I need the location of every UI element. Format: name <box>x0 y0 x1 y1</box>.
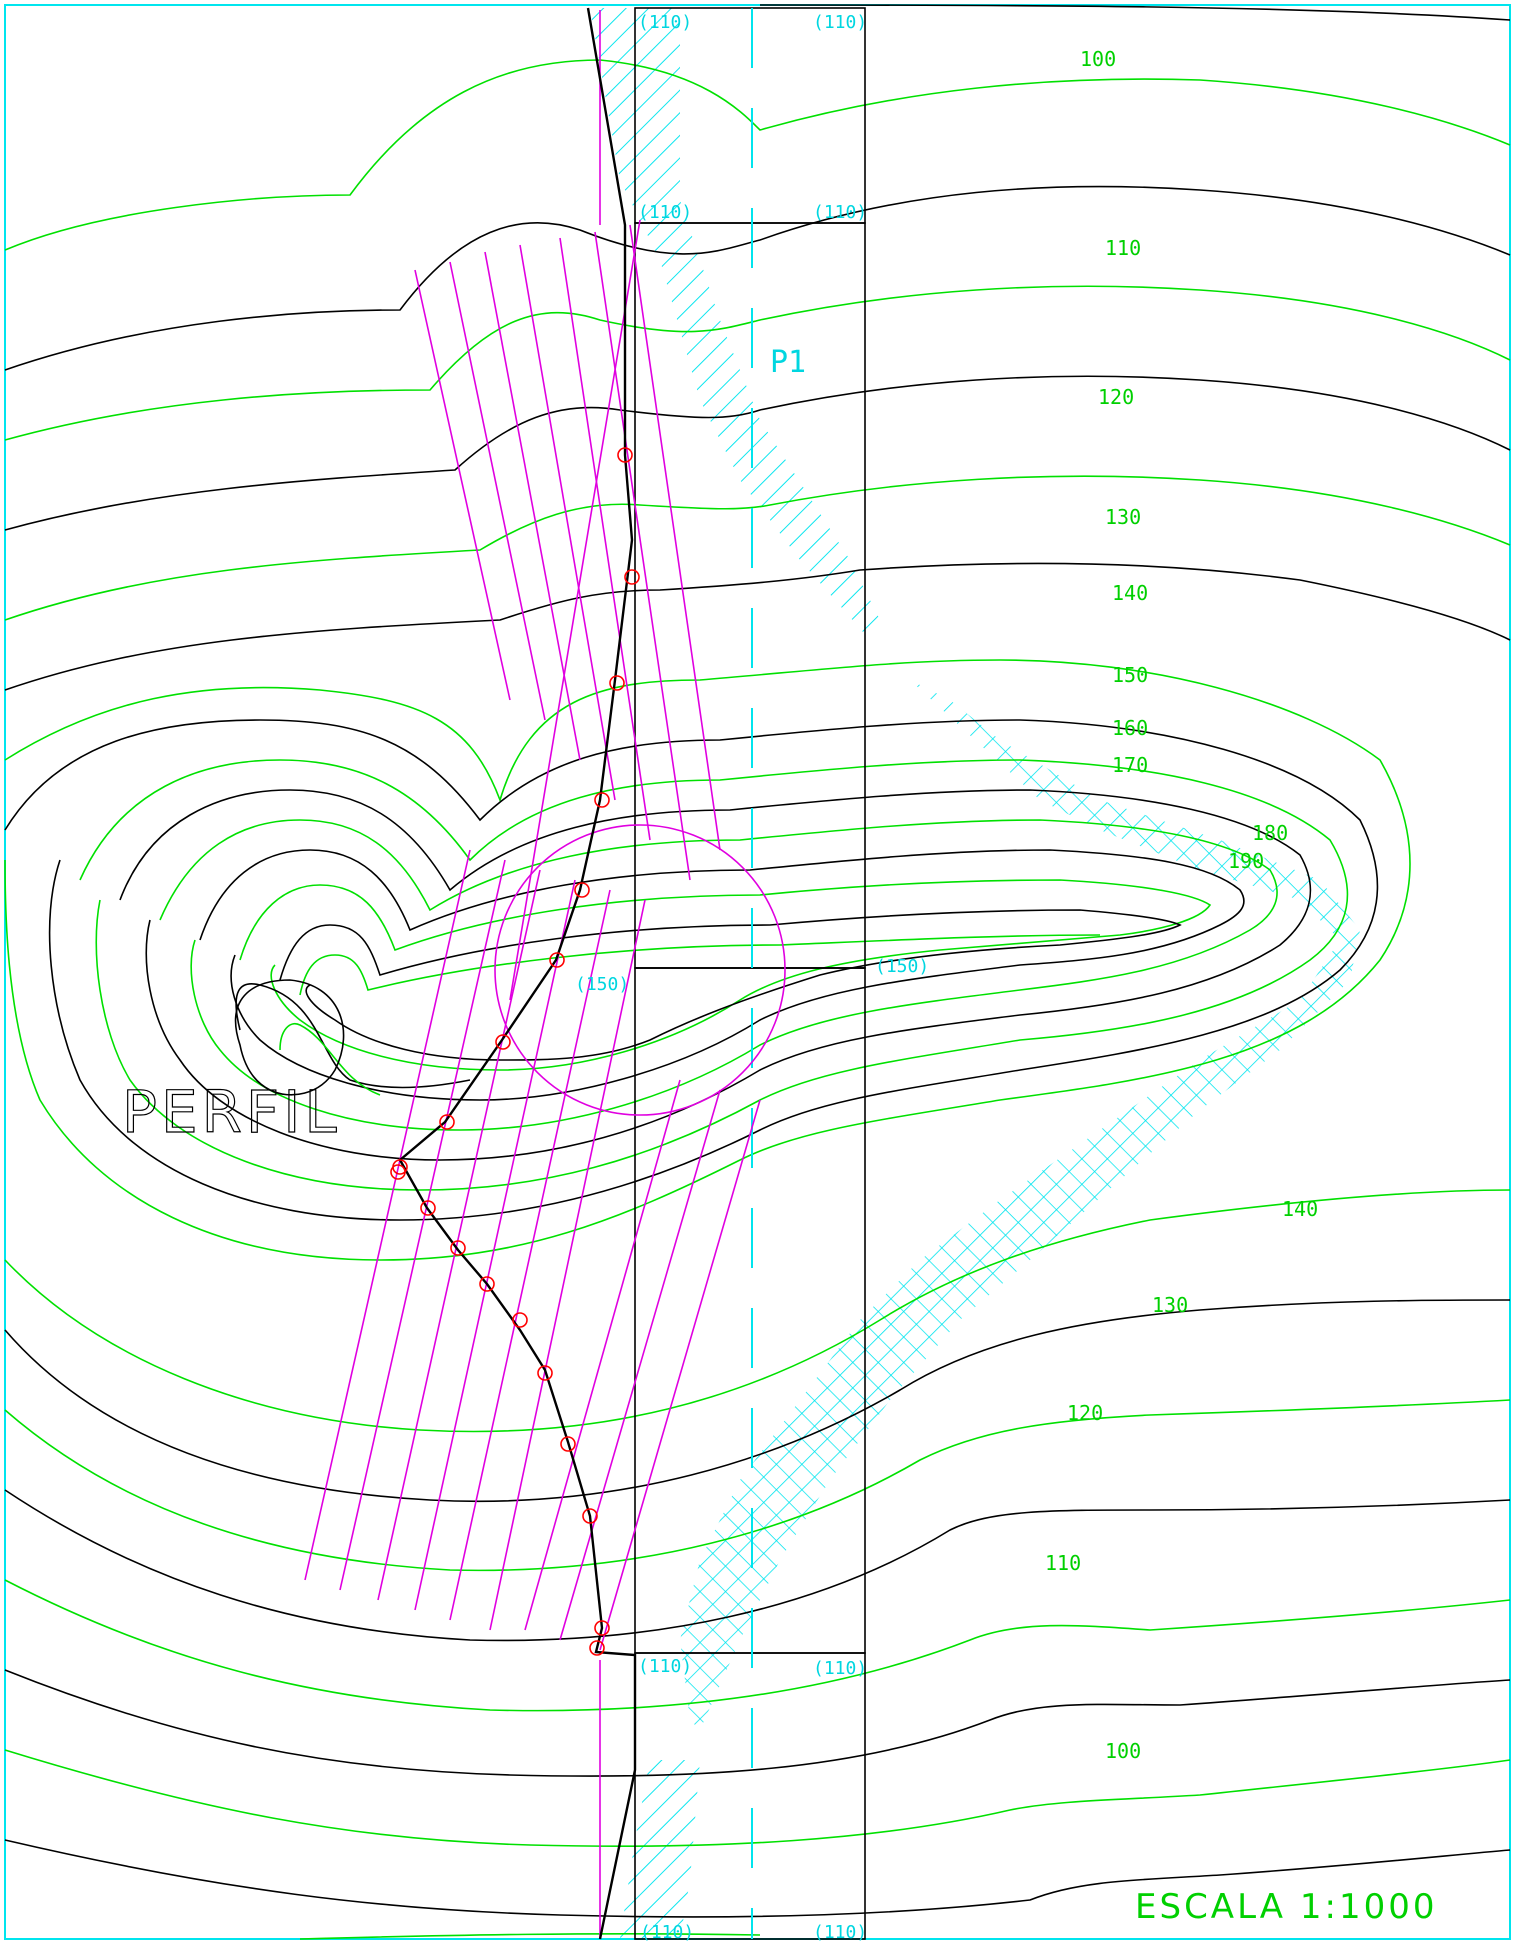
contour-line <box>159 819 1278 1131</box>
contour-lines <box>4 4 1511 1940</box>
perfil-label: PERFIL <box>122 1078 341 1146</box>
contour-line <box>199 849 1245 1101</box>
contour-line <box>235 983 471 1089</box>
contour-line <box>4 1839 1511 1918</box>
road-platforms <box>634 7 866 1940</box>
road-level-label: (110) <box>638 12 692 33</box>
contour-line <box>4 475 1511 621</box>
road-level-label: (110) <box>638 1656 692 1677</box>
contour-label: 150 <box>1112 663 1148 687</box>
cut-hatch-zones <box>590 8 880 1939</box>
road-level-label: (110) <box>813 1658 867 1679</box>
contour-line <box>4 1669 1511 1777</box>
curve-circle <box>494 824 786 1116</box>
contour-line <box>299 934 1101 996</box>
contour-label: 140 <box>1282 1197 1318 1221</box>
road-level-label: (110) <box>813 12 867 33</box>
road-level-label: (110) <box>638 202 692 223</box>
contour-line <box>119 789 1312 1161</box>
contour-line <box>4 1399 1511 1572</box>
contour-line <box>4 375 1511 531</box>
p1-label: P1 <box>770 345 806 380</box>
contour-line <box>4 285 1511 441</box>
contour-line <box>279 1023 381 1096</box>
contour-label: 190 <box>1228 849 1264 873</box>
contour-label: 120 <box>1098 385 1134 409</box>
contour-line <box>4 1489 1511 1642</box>
contour-line <box>4 1299 1511 1503</box>
contour-label: 180 <box>1252 821 1288 845</box>
contour-label: 110 <box>1045 1551 1081 1575</box>
road-level-label: (110) <box>813 202 867 223</box>
fill-crosshatch-zones <box>680 680 1360 1730</box>
contour-line <box>4 1189 1511 1433</box>
contour-line <box>4 59 1511 251</box>
contour-label: 110 <box>1105 236 1141 260</box>
contour-label: 100 <box>1105 1739 1141 1763</box>
contour-labels: 100 110 120 130 140 150 160 170 180 190 … <box>1045 47 1318 1763</box>
road-level-label: (110) <box>813 1922 867 1943</box>
contour-label: 160 <box>1112 716 1148 740</box>
contour-line <box>239 879 1212 1071</box>
contour-label: 130 <box>1105 505 1141 529</box>
profile-points <box>390 447 640 1656</box>
scale-label: ESCALA 1:1000 <box>1135 1887 1437 1927</box>
road-platform-bottom <box>634 1652 866 1940</box>
contour-line <box>4 719 1379 1221</box>
contour-label: 170 <box>1112 753 1148 777</box>
road-level-label: (110) <box>640 1922 694 1943</box>
contour-label: 100 <box>1080 47 1116 71</box>
contour-label: 120 <box>1067 1401 1103 1425</box>
contour-line <box>234 979 345 1096</box>
section-lines <box>304 10 786 1939</box>
contour-line <box>299 1932 761 1940</box>
contour-line <box>4 185 1511 371</box>
contour-line <box>759 4 1511 21</box>
contour-label: 130 <box>1152 1293 1188 1317</box>
contour-line <box>4 1749 1511 1848</box>
contour-line <box>4 562 1511 691</box>
contour-line <box>79 759 1349 1191</box>
road-level-label: (150) <box>575 974 629 995</box>
contour-line <box>279 909 1182 1061</box>
road-platform-middle <box>634 222 866 969</box>
road-level-labels: (110) (110) (110) (110) (150) (150) (110… <box>575 12 929 1943</box>
road-level-label: (150) <box>875 956 929 977</box>
contour-line <box>4 1579 1511 1712</box>
profile-line <box>398 7 637 1940</box>
contour-line <box>4 659 1411 1261</box>
contour-label: 140 <box>1112 581 1148 605</box>
